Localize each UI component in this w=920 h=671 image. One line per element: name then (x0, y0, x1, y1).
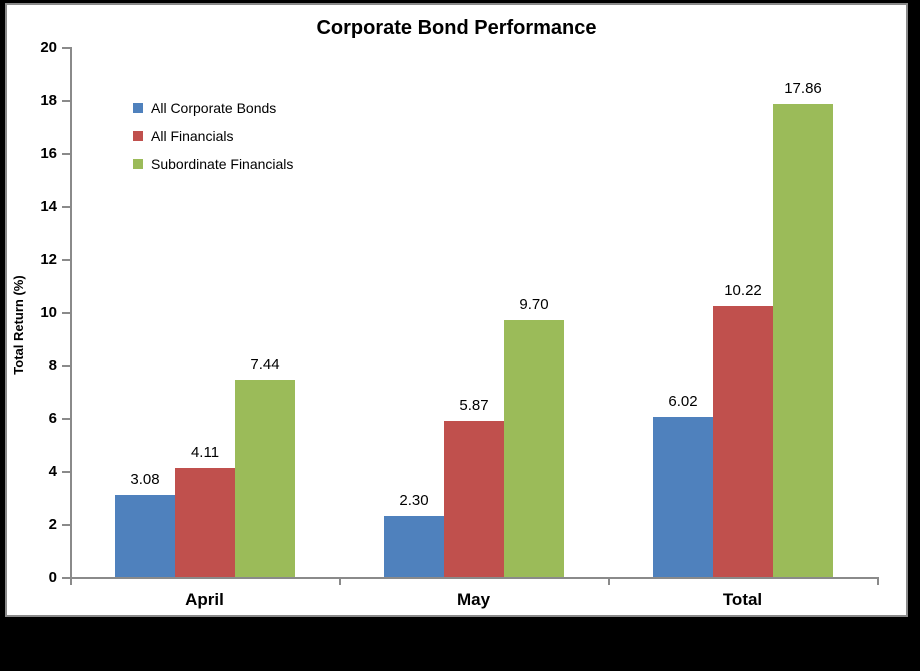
legend-swatch-icon (133, 159, 143, 169)
bar (175, 468, 235, 577)
bar-data-label: 17.86 (784, 80, 822, 97)
legend: All Corporate Bonds All Financials Subordi… (133, 94, 293, 178)
x-axis-line (70, 577, 879, 579)
x-tick-mark (608, 577, 610, 585)
y-tick-mark (62, 365, 70, 367)
bar (384, 516, 444, 577)
y-tick-mark (62, 47, 70, 49)
legend-item: Subordinate Financials (133, 150, 293, 178)
category-label: May (456, 590, 491, 609)
legend-label: All Financials (151, 128, 234, 144)
y-tick-label: 2 (48, 516, 57, 533)
chart-canvas: Corporate Bond Performance Total Return … (5, 3, 908, 617)
category-label: Total (722, 590, 763, 609)
chart-title: Corporate Bond Performance (316, 17, 597, 39)
y-tick-label: 0 (48, 569, 57, 586)
y-tick-label: 20 (40, 39, 57, 56)
bar-data-label: 5.87 (459, 397, 489, 414)
bar-data-label: 4.11 (190, 444, 220, 461)
bar (504, 320, 564, 577)
y-tick-mark (62, 153, 70, 155)
y-tick-mark (62, 312, 70, 314)
y-tick-label: 14 (40, 198, 57, 215)
bar (235, 380, 295, 577)
legend-label: All Corporate Bonds (151, 100, 277, 116)
x-tick-mark (339, 577, 341, 585)
bar-data-label: 7.44 (250, 356, 280, 373)
legend-item: All Corporate Bonds (133, 94, 293, 122)
y-tick-label: 10 (40, 304, 57, 321)
bar-data-label: 10.22 (724, 282, 762, 299)
y-tick-label: 8 (48, 357, 57, 374)
y-tick-mark (62, 524, 70, 526)
bar-data-label: 9.70 (519, 296, 549, 313)
y-axis-line (70, 47, 72, 579)
y-tick-label: 6 (48, 410, 57, 427)
plot-area: 0 2 4 6 8 10 12 14 16 18 20 April May Total 3.08 2.30 6.… (7, 5, 906, 615)
y-tick-label: 16 (40, 145, 57, 162)
legend-item: All Financials (133, 122, 293, 150)
legend-label: Subordinate Financials (151, 156, 294, 172)
bar (713, 306, 773, 577)
bar-data-label: 6.02 (668, 393, 698, 410)
y-tick-label: 4 (48, 463, 57, 480)
bar-data-label: 3.08 (130, 471, 160, 488)
y-tick-mark (62, 100, 70, 102)
legend-swatch-icon (133, 103, 143, 113)
y-tick-mark (62, 418, 70, 420)
category-label: April (185, 590, 224, 609)
bar (653, 417, 713, 577)
bar-data-label: 2.30 (399, 492, 429, 509)
bar (115, 495, 175, 577)
bar (444, 421, 504, 577)
y-tick-mark (62, 577, 70, 579)
bar (773, 104, 833, 577)
x-tick-mark (70, 577, 72, 585)
y-tick-mark (62, 471, 70, 473)
y-tick-mark (62, 206, 70, 208)
y-tick-label: 18 (40, 92, 57, 109)
y-tick-label: 12 (40, 251, 57, 268)
y-tick-mark (62, 259, 70, 261)
x-tick-mark (877, 577, 879, 585)
legend-swatch-icon (133, 131, 143, 141)
